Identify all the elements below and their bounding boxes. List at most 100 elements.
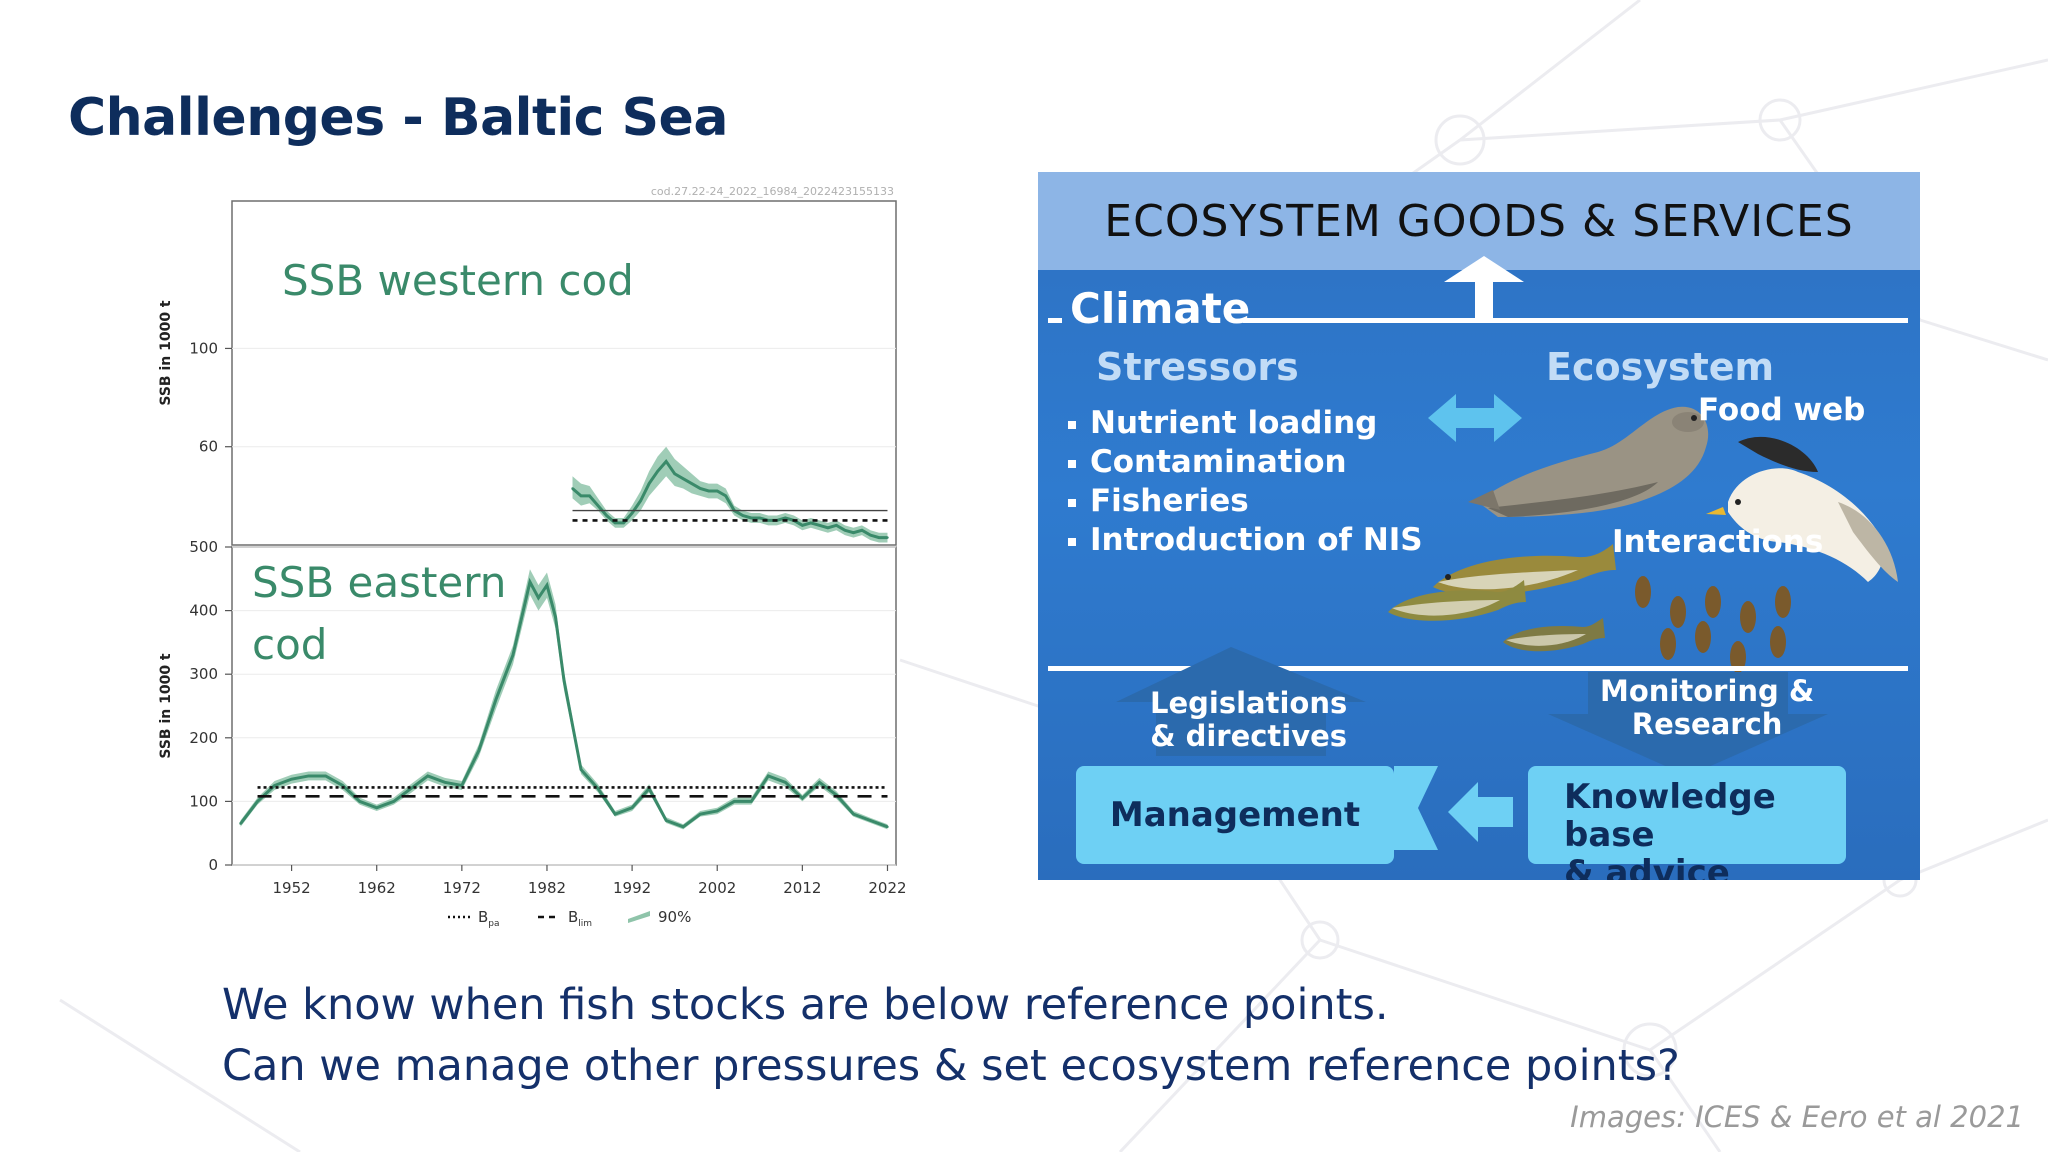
ssb-data-point bbox=[443, 781, 447, 784]
y-tick-label: 200 bbox=[189, 729, 218, 747]
ssb-data-point bbox=[554, 615, 557, 619]
ssb-data-point bbox=[835, 524, 838, 527]
caption-line: We know when fish stocks are below refer… bbox=[222, 980, 1389, 1030]
x-tick-label: 1962 bbox=[358, 879, 396, 897]
legend-label: Bpa bbox=[478, 908, 500, 929]
climate-dash bbox=[1048, 318, 1062, 323]
y-tick-label: 400 bbox=[189, 602, 218, 620]
ssb-data-point bbox=[426, 774, 429, 778]
slide-caption: We know when fish stocks are below refer… bbox=[222, 975, 1680, 1097]
confidence-band-90pct bbox=[572, 446, 888, 543]
bullet-icon bbox=[1068, 459, 1076, 468]
x-tick-label: 1952 bbox=[272, 879, 310, 897]
separator-line bbox=[1048, 666, 1908, 671]
stressor-item: Introduction of NIS bbox=[1068, 521, 1423, 560]
ssb-data-point bbox=[767, 519, 770, 522]
ssb-data-point bbox=[784, 516, 787, 520]
left-arrow-icon bbox=[1448, 782, 1513, 842]
ssb-data-point bbox=[647, 482, 651, 485]
chart-title: SSB eastern bbox=[252, 558, 506, 607]
ssb-data-point bbox=[741, 514, 744, 517]
stressor-item: Nutrient loading bbox=[1068, 404, 1423, 443]
chart-frame bbox=[231, 200, 897, 546]
ssb-data-point bbox=[630, 511, 634, 515]
ssb-data-point bbox=[801, 797, 804, 800]
ssb-data-point bbox=[341, 784, 344, 787]
ssb-data-point bbox=[716, 809, 719, 813]
ssb-data-point bbox=[877, 536, 881, 539]
x-tick-label: 2022 bbox=[868, 879, 906, 897]
ssb-data-point bbox=[290, 777, 293, 781]
management-label: Management bbox=[1109, 795, 1361, 835]
cod-fish-icon bbox=[1388, 580, 1526, 621]
ssb-data-point bbox=[716, 489, 719, 493]
ssb-data-point bbox=[588, 494, 591, 498]
ssb-cod-charts: cod.27.22-24_2022_16984_2022423155133 60 1… bbox=[158, 185, 907, 929]
ssb-data-point bbox=[869, 533, 872, 537]
seal-icon bbox=[1468, 406, 1709, 517]
gull-icon bbox=[1706, 436, 1898, 582]
ssb-data-point bbox=[477, 749, 481, 752]
y-tick-label: 500 bbox=[189, 538, 218, 556]
ssb-data-point bbox=[605, 514, 608, 517]
climate-line bbox=[1243, 318, 1908, 323]
ssb-data-point bbox=[528, 580, 532, 584]
ssb-data-point bbox=[656, 470, 659, 473]
legend-label-subscript: pa bbox=[488, 919, 499, 929]
monitoring-label: Monitoring & Research bbox=[1600, 674, 1815, 741]
ssb-data-point bbox=[750, 800, 753, 803]
caption-line: Can we manage other pressures & set ecos… bbox=[222, 1041, 1680, 1091]
ssb-data-point bbox=[596, 504, 600, 507]
ssb-data-point bbox=[639, 499, 642, 502]
interactions-label: Interactions bbox=[1612, 524, 1824, 560]
up-arrow-icon bbox=[1444, 256, 1524, 320]
climate-label: Climate bbox=[1070, 284, 1251, 333]
legend-label-subscript: lim bbox=[578, 919, 592, 929]
ssb-data-point bbox=[707, 489, 710, 493]
ssb-data-point bbox=[818, 781, 821, 784]
stressor-item: Contamination bbox=[1068, 443, 1423, 482]
ssb-data-point bbox=[843, 529, 847, 532]
x-tick-label: 2002 bbox=[698, 879, 736, 897]
ssb-data-point bbox=[537, 596, 540, 600]
ssb-data-point bbox=[852, 531, 855, 534]
y-axis-label: SSB in 1000 t bbox=[158, 300, 174, 406]
stressor-item: Fisheries bbox=[1068, 482, 1423, 521]
ssb-data-point bbox=[579, 768, 583, 771]
ssb-data-point bbox=[699, 812, 702, 816]
knowledge-box: Knowledge base & advice bbox=[1528, 766, 1846, 880]
ssb-data-point bbox=[690, 482, 693, 485]
bullet-icon bbox=[1068, 498, 1076, 507]
ssb-data-point bbox=[809, 521, 813, 525]
ssb-data-point bbox=[571, 487, 574, 490]
y-tick-label: 300 bbox=[189, 665, 218, 683]
ssb-data-point bbox=[750, 516, 753, 520]
ssb-data-point bbox=[852, 812, 855, 816]
cod-fish-icon bbox=[1433, 544, 1616, 596]
chart-source-tag: cod.27.22-24_2022_16984_2022423155133 bbox=[651, 185, 894, 198]
knowledge-label-line: & advice bbox=[1564, 853, 1730, 880]
ssb-data-point bbox=[613, 812, 617, 816]
ssb-data-point bbox=[545, 583, 549, 587]
ssb-data-point bbox=[860, 529, 864, 532]
eco-diagram-artwork bbox=[1048, 256, 1908, 850]
x-tick-label: 1972 bbox=[443, 879, 481, 897]
ssb-data-point bbox=[324, 774, 327, 778]
eco-header: ECOSYSTEM GOODS & SERVICES bbox=[1038, 172, 1920, 270]
bullet-icon bbox=[1068, 537, 1076, 546]
ssb-data-point bbox=[511, 653, 515, 657]
ssb-data-point bbox=[392, 800, 395, 803]
knowledge-label-line: Knowledge base bbox=[1564, 777, 1776, 855]
ssb-data-point bbox=[733, 800, 736, 803]
ssb-data-point bbox=[681, 825, 685, 829]
double-arrow-icon bbox=[1428, 394, 1522, 442]
chart-title: cod bbox=[252, 620, 327, 669]
stressors-title: Stressors bbox=[1096, 345, 1299, 389]
y-tick-label: 100 bbox=[189, 792, 218, 810]
ssb-data-point bbox=[596, 787, 600, 790]
ecosystem-services-diagram: ECOSYSTEM GOODS & SERVICES bbox=[1038, 172, 1920, 880]
y-tick-label: 0 bbox=[208, 856, 218, 874]
x-tick-label: 1982 bbox=[528, 879, 566, 897]
legend-swatch-band bbox=[628, 911, 650, 923]
ssb-data-point bbox=[886, 825, 889, 829]
